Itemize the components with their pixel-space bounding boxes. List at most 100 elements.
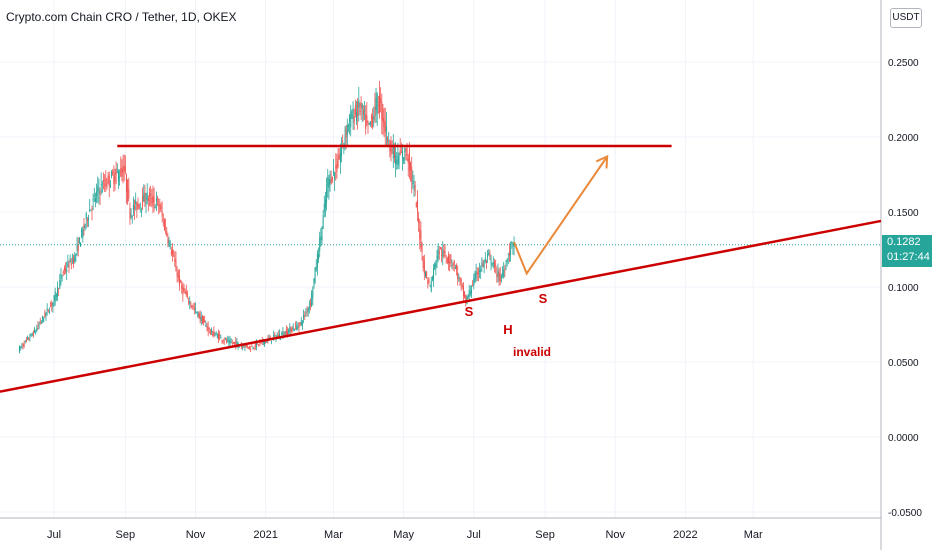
candle-body <box>144 192 146 203</box>
candle-body <box>170 250 172 255</box>
candle-body <box>142 196 144 207</box>
x-tick-label: Jul <box>467 529 481 541</box>
candle-body <box>284 331 286 335</box>
candle-body <box>24 340 26 342</box>
candle-body <box>199 314 201 319</box>
candle-body <box>219 334 221 337</box>
candle-body <box>35 331 37 333</box>
candle-body <box>277 334 279 337</box>
candle-body <box>345 128 347 138</box>
currency-badge[interactable]: USDT <box>890 8 922 28</box>
candle-body <box>162 219 164 221</box>
x-tick-label: Mar <box>744 529 763 541</box>
candle-body <box>274 334 276 336</box>
candle-body <box>78 237 80 244</box>
candle-body <box>23 343 25 347</box>
candle-body <box>163 220 165 230</box>
y-tick-label: 0.2500 <box>888 58 919 69</box>
candle-body <box>197 311 199 317</box>
candle-body <box>190 305 192 307</box>
candle-body <box>358 100 360 108</box>
y-tick-label: 0.2000 <box>888 133 919 144</box>
candle-body <box>316 253 318 268</box>
candle-body <box>97 186 99 192</box>
candle-body <box>73 257 75 264</box>
candle-body <box>68 264 70 269</box>
candle-body <box>328 179 330 189</box>
candle-body <box>300 320 302 325</box>
candle-body <box>89 209 91 212</box>
candle-body <box>462 286 464 297</box>
last-price-value: 0.1282 <box>887 236 921 248</box>
candle-body <box>391 150 393 151</box>
candle-body <box>122 166 124 178</box>
candle-body <box>67 262 69 267</box>
candle-body <box>76 244 78 250</box>
candle-body <box>320 236 322 240</box>
candle-body <box>410 162 412 170</box>
candle-body <box>467 295 469 299</box>
candle-body <box>474 273 476 282</box>
candle-body <box>242 345 244 348</box>
candle-body <box>127 179 129 202</box>
candle-body <box>344 137 346 143</box>
candle-body <box>421 244 423 252</box>
candle-body <box>32 332 34 337</box>
candle-body <box>37 325 39 327</box>
candle-body <box>218 333 219 340</box>
candle-body <box>491 262 493 266</box>
candle-body <box>65 268 67 271</box>
candle-body <box>105 178 107 187</box>
candle-body <box>422 256 424 268</box>
candle-body <box>230 342 232 343</box>
candle-body <box>481 262 483 267</box>
candle-body <box>396 159 398 165</box>
candle-body <box>412 180 414 184</box>
candle-body <box>115 168 117 175</box>
candle-body <box>496 274 498 277</box>
candle-body <box>414 184 416 192</box>
candle-body <box>428 278 430 283</box>
candle-body <box>430 281 432 292</box>
candle-body <box>109 184 111 188</box>
candle-body <box>308 305 310 310</box>
candle-body <box>184 291 186 294</box>
candle-body <box>425 272 426 277</box>
candle-body <box>180 281 182 283</box>
candle-body <box>27 337 29 339</box>
candle-body <box>227 339 229 341</box>
candle-body <box>296 325 298 330</box>
candle-body <box>511 241 513 244</box>
candle-body <box>98 189 100 193</box>
candle-body <box>211 329 213 333</box>
candle-body <box>160 205 162 210</box>
candle-body <box>482 264 484 267</box>
candle-body <box>47 309 49 312</box>
candle-body <box>215 333 217 335</box>
candle-body <box>375 97 377 110</box>
candle-body <box>448 255 449 264</box>
candle-body <box>266 340 268 343</box>
candle-body <box>43 317 45 322</box>
candle-body <box>503 269 505 277</box>
candle-body <box>450 255 452 264</box>
candle-body <box>21 345 23 347</box>
x-tick-label: 2022 <box>673 529 697 541</box>
candle-body <box>173 255 175 257</box>
candle-body <box>106 184 108 187</box>
candle-body <box>235 341 237 347</box>
candle-body <box>80 242 81 247</box>
candle-body <box>136 202 138 211</box>
candle-body <box>204 320 206 323</box>
candle-body <box>475 270 477 278</box>
candle-body <box>357 102 359 116</box>
candle-body <box>387 138 389 143</box>
candle-body <box>201 315 203 324</box>
candle-body <box>451 264 453 266</box>
candle-body <box>137 203 139 206</box>
candle-body <box>135 200 137 204</box>
candle-body <box>337 159 339 167</box>
candle-body <box>370 115 372 119</box>
candle-body <box>443 250 445 253</box>
